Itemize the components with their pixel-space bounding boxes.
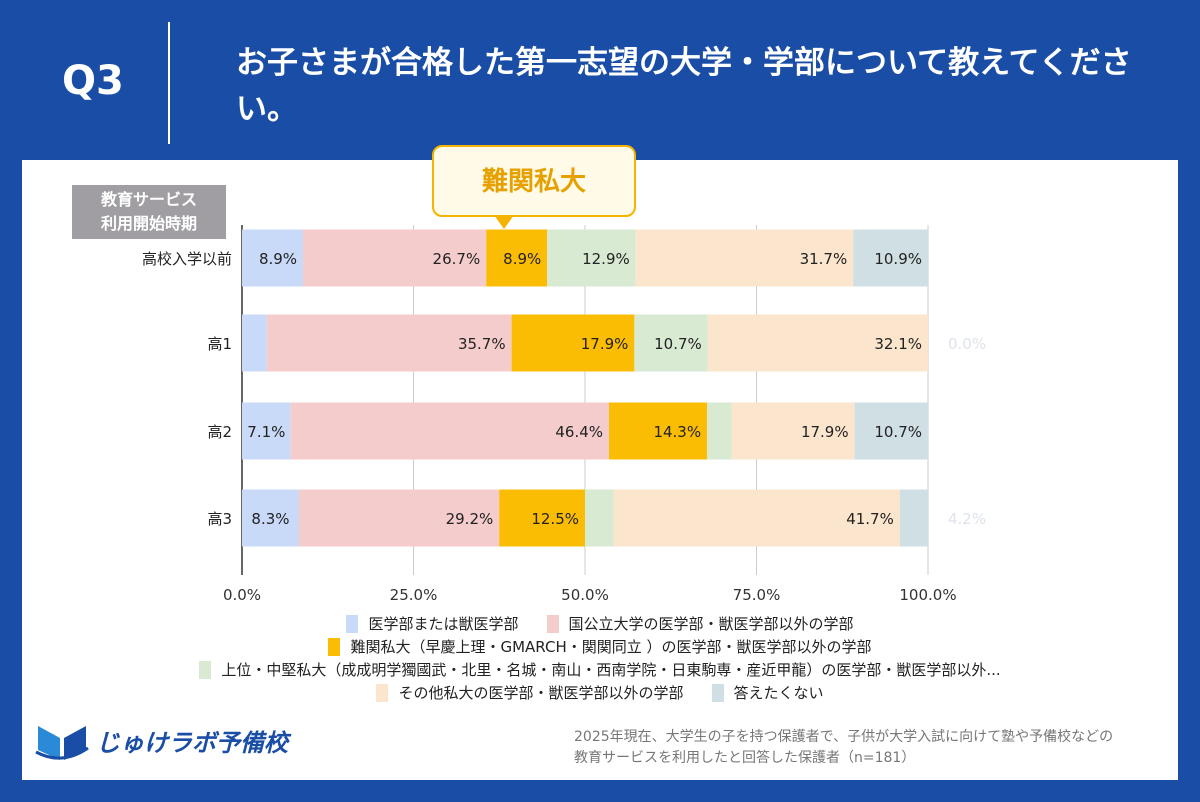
data-label: 8.3% [251, 510, 289, 528]
legend-item: 上位・中堅私大（成成明学獨國武・北里・名城・南山・西南学院・日東駒専・産近甲龍）… [199, 659, 1001, 680]
bar-segment [242, 229, 304, 287]
legend-item: 医学部または獣医学部 [346, 613, 519, 634]
legend-label: 上位・中堅私大（成成明学獨國武・北里・名城・南山・西南学院・日東駒専・産近甲龍）… [221, 661, 1001, 679]
data-label: 8.9% [259, 250, 297, 268]
data-label: 8.9% [503, 250, 541, 268]
data-label: 29.2% [446, 510, 494, 528]
highlight-callout: 難関私大 [432, 145, 636, 229]
x-tick-label: 75.0% [733, 586, 781, 604]
legend-item: 難関私大（早慶上理・GMARCH・関関同立 ）の医学部・獣医学部以外の学部 [328, 636, 872, 657]
bar-segment [499, 489, 585, 547]
data-label: 7.1% [247, 423, 285, 441]
data-label: 41.7% [846, 510, 894, 528]
data-label: 31.7% [800, 250, 848, 268]
bar-segment [547, 229, 636, 287]
y-axis-title: 教育サービス 利用開始時期 [72, 185, 226, 239]
data-label: 35.7% [458, 335, 506, 353]
legend: 医学部または獣医学部 国公立大学の医学部・獣医学部以外の学部難関私大（早慶上理・G… [0, 612, 1200, 704]
legend-row: 難関私大（早慶上理・GMARCH・関関同立 ）の医学部・獣医学部以外の学部 [0, 635, 1200, 658]
data-label: 32.1% [874, 335, 922, 353]
legend-swatch [711, 683, 724, 702]
legend-row: 医学部または獣医学部 国公立大学の医学部・獣医学部以外の学部 [0, 612, 1200, 635]
question-number: Q3 [62, 58, 124, 104]
legend-label: 答えたくない [733, 684, 824, 702]
y-category-label: 高3 [207, 510, 232, 528]
question-title: お子さまが合格した第一志望の大学・学部について教えてください。 [236, 45, 1132, 127]
data-label: 10.7% [654, 335, 702, 353]
logo-text: じゅけラボ予備校 [96, 728, 288, 757]
bar-segment [635, 229, 854, 287]
legend-swatch [546, 614, 559, 633]
header-divider [168, 22, 170, 144]
x-tick-label: 100.0% [899, 586, 956, 604]
y-axis-title-line1: 教育サービス [100, 190, 197, 209]
x-tick-label: 50.0% [561, 586, 609, 604]
bar-segment [899, 489, 929, 547]
data-label: 46.4% [555, 423, 603, 441]
data-label: 14.3% [653, 423, 701, 441]
bar-segment [707, 314, 928, 372]
legend-item: 答えたくない [711, 682, 824, 703]
data-label: 10.9% [874, 250, 922, 268]
bar-segment [853, 229, 928, 287]
bar-segment [242, 402, 291, 460]
bar-segment [266, 314, 512, 372]
data-label: 17.9% [581, 335, 629, 353]
bar-segment [303, 229, 487, 287]
bar-segment [290, 402, 610, 460]
data-label: 4.2% [948, 510, 986, 528]
legend-label: 難関私大（早慶上理・GMARCH・関関同立 ）の医学部・獣医学部以外の学部 [350, 638, 872, 656]
bar-segment [511, 314, 635, 372]
logo: じゅけラボ予備校 [34, 718, 288, 762]
legend-label: 医学部または獣医学部 [368, 615, 519, 633]
legend-label: その他私大の医学部・獣医学部以外の学部 [398, 684, 684, 702]
bar-segment [613, 489, 900, 547]
book-logo-icon [35, 726, 89, 760]
legend-item: その他私大の医学部・獣医学部以外の学部 [376, 682, 684, 703]
y-category-label: 高2 [207, 423, 232, 441]
bar-segment [731, 402, 855, 460]
survey-note-line2: 教育サービスを利用したと回答した保護者（n=181） [574, 750, 916, 766]
data-label: 10.7% [874, 423, 922, 441]
legend-swatch [328, 637, 341, 656]
y-category-label: 高1 [207, 335, 232, 353]
y-axis-title-line2: 利用開始時期 [100, 214, 197, 233]
legend-swatch [376, 683, 389, 702]
bar-segment [298, 489, 500, 547]
x-tick-label: 25.0% [390, 586, 438, 604]
x-tick-label: 0.0% [223, 586, 261, 604]
legend-row: その他私大の医学部・獣医学部以外の学部 答えたくない [0, 681, 1200, 704]
legend-label: 国公立大学の医学部・獣医学部以外の学部 [568, 615, 854, 633]
legend-swatch [346, 614, 359, 633]
bar-segment [486, 229, 548, 287]
data-label: 12.9% [582, 250, 630, 268]
bar-segment [585, 489, 614, 547]
data-label: 0.0% [948, 335, 986, 353]
data-label: 17.9% [801, 423, 849, 441]
data-label: 26.7% [433, 250, 481, 268]
bar-segment [634, 314, 708, 372]
legend-row: 上位・中堅私大（成成明学獨國武・北里・名城・南山・西南学院・日東駒専・産近甲龍）… [0, 658, 1200, 681]
survey-note: 2025年現在、大学生の子を持つ保護者で、子供が大学入試に向けて塾や予備校などの… [574, 727, 1113, 769]
data-label: 12.5% [531, 510, 579, 528]
bar-segment [242, 489, 299, 547]
bar-segment [707, 402, 732, 460]
survey-note-line1: 2025年現在、大学生の子を持つ保護者で、子供が大学入試に向けて塾や予備校などの [574, 729, 1114, 745]
bar-segment [609, 402, 708, 460]
legend-swatch [199, 660, 212, 679]
bar-segment [242, 314, 267, 372]
bar-segment [854, 402, 928, 460]
legend-item: 国公立大学の医学部・獣医学部以外の学部 [546, 613, 854, 634]
y-category-label: 高校入学以前 [142, 250, 232, 268]
